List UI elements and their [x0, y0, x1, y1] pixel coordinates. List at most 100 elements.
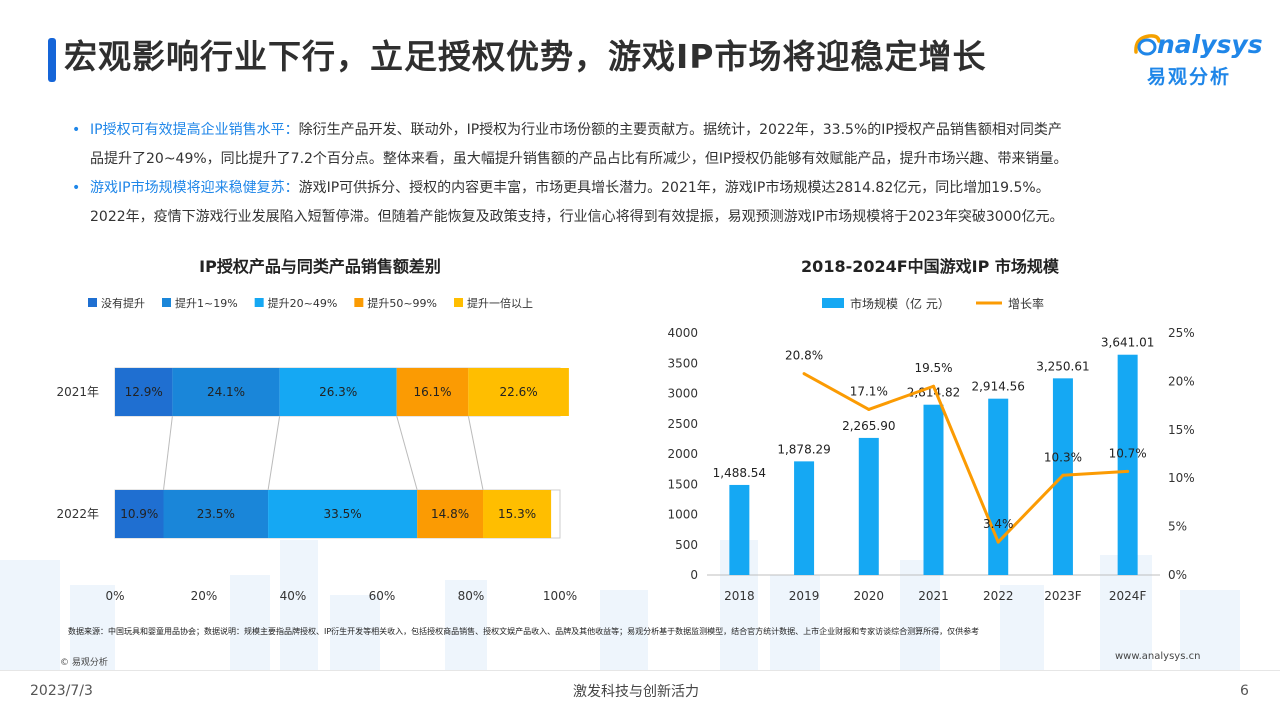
data-label: 22.6%	[500, 385, 538, 399]
y-left-tick-label: 3500	[667, 356, 698, 370]
page-title: 宏观影响行业下行，立足授权优势，游戏IP市场将迎稳定增长	[64, 37, 987, 76]
data-source-note: 数据来源：中国玩具和婴童用品协会；数据说明：规模主要指品牌授权、IP衍生开发等相…	[68, 627, 980, 636]
legend-swatch	[254, 298, 264, 307]
legend-label: 提升50~99%	[367, 297, 437, 310]
bullet-ip-licensing: • IP授权可有效提高企业销售水平：除衍生产品开发、联动外，IP授权为行业市场份…	[72, 116, 1232, 174]
bar-segment	[163, 490, 269, 538]
data-label: 33.5%	[324, 507, 362, 521]
data-label: 14.8%	[431, 507, 469, 521]
bar-value-label: 3,250.61	[1036, 359, 1089, 373]
y-right-tick-label: 25%	[1168, 326, 1195, 340]
bar	[794, 461, 815, 575]
growth-label: 20.8%	[785, 349, 823, 363]
legend-swatch	[354, 298, 364, 307]
y-left-tick-label: 4000	[667, 326, 698, 340]
bullet-dot-icon: •	[72, 122, 81, 138]
y-right-tick-label: 20%	[1168, 374, 1195, 388]
slogan: 激发科技与创新活力	[573, 684, 699, 700]
chart-title: IP授权产品与同类产品销售额差别	[199, 257, 441, 276]
bar-value-label: 2,914.56	[971, 380, 1024, 394]
bar	[858, 437, 879, 575]
bar	[923, 404, 944, 575]
connector-line	[467, 415, 484, 491]
y-left-tick-label: 3000	[667, 387, 698, 401]
bar-segment	[417, 490, 484, 538]
data-label: 15.3%	[498, 507, 536, 521]
website-link[interactable]: www.analysys.cn	[1115, 651, 1201, 662]
page-number: 6	[1240, 683, 1249, 699]
growth-line	[803, 372, 1128, 544]
legend-swatch	[454, 298, 464, 307]
legend-swatch	[162, 298, 171, 307]
bar-segment	[483, 490, 552, 538]
category-label: 2022年	[56, 507, 99, 521]
y-right-tick-label: 10%	[1168, 471, 1195, 485]
data-label: 24.1%	[207, 385, 245, 399]
category-label: 2021年	[56, 385, 99, 399]
chart-title: 2018-2024F中国游戏IP 市场规模	[801, 257, 1060, 276]
summary-bullets: • IP授权可有效提高企业销售水平：除衍生产品开发、联动外，IP授权为行业市场份…	[72, 116, 1232, 232]
bar-segment	[115, 490, 164, 538]
growth-label: 19.5%	[914, 361, 952, 375]
data-label: 12.9%	[125, 385, 163, 399]
growth-point	[802, 372, 806, 376]
title-accent-bar	[48, 38, 56, 82]
x-tick-label: 60%	[369, 589, 396, 603]
bullet-text: 品提升了20~49%，同比提升了7.2个百分点。整体来看，虽大幅提升销售额的产品…	[90, 151, 1068, 167]
legend-label: 增长率	[1008, 296, 1044, 311]
bullet-market-recovery: • 游戏IP市场规模将迎来稳健复苏：游戏IP可供拆分、授权的内容更丰富，市场更具…	[72, 174, 1232, 232]
legend-label: 没有提升	[101, 296, 145, 310]
x-tick-label: 2019	[789, 589, 820, 603]
legend-swatch	[88, 298, 97, 307]
x-tick-label: 100%	[543, 589, 577, 603]
bullet-dot-icon: •	[72, 180, 81, 196]
report-date: 2023/7/3	[30, 683, 93, 699]
growth-label: 17.1%	[850, 384, 888, 398]
data-label: 16.1%	[413, 385, 451, 399]
data-label: 10.9%	[120, 507, 158, 521]
logo-swoosh-icon	[1134, 34, 1161, 56]
x-tick-label: 80%	[458, 589, 485, 603]
y-left-tick-label: 0	[690, 568, 698, 582]
x-tick-label: 2023F	[1044, 589, 1082, 603]
footer-divider	[0, 670, 1280, 671]
analysys-logo: nalysys 易观分析	[1133, 30, 1263, 94]
bar-value-label: 3,641.01	[1101, 336, 1154, 350]
y-right-tick-label: 5%	[1168, 520, 1187, 534]
growth-point	[996, 540, 1000, 544]
legend-swatch	[822, 298, 844, 308]
bullet-highlight: IP授权可有效提高企业销售水平：	[90, 122, 299, 138]
legend-label: 提升一倍以上	[467, 296, 533, 310]
x-tick-label: 20%	[191, 589, 218, 603]
connector-line	[396, 415, 418, 491]
copyright: © 易观分析	[60, 658, 108, 668]
logo-text-cn: 易观分析	[1147, 66, 1232, 88]
bullet-text: 除衍生产品开发、联动外，IP授权为行业市场份额的主要贡献方。据统计，2022年，…	[298, 122, 1062, 138]
y-left-tick-label: 2000	[667, 447, 698, 461]
growth-label: 3.4%	[983, 517, 1014, 531]
x-tick-label: 2021	[918, 589, 949, 603]
y-left-tick-label: 500	[675, 538, 698, 552]
growth-point	[867, 407, 871, 411]
y-left-tick-label: 1500	[667, 477, 698, 491]
data-label: 26.3%	[319, 385, 357, 399]
y-right-tick-label: 15%	[1168, 423, 1195, 437]
x-tick-label: 0%	[105, 589, 124, 603]
bar	[988, 398, 1009, 575]
bar-segment	[396, 368, 469, 416]
bar-segment	[268, 490, 418, 538]
bar-value-label: 2,265.90	[842, 419, 895, 433]
bar-segment	[115, 368, 173, 416]
bullet-text: 2022年，疫情下游戏行业发展陷入短暂停滞。但随着产能恢复及政策支持，行业信心将…	[90, 209, 1064, 225]
x-tick-label: 2022	[983, 589, 1014, 603]
bullet-highlight: 游戏IP市场规模将迎来稳健复苏：	[90, 180, 299, 196]
bar-value-label: 1,488.54	[713, 466, 766, 480]
legend-label: 提升20~49%	[268, 297, 338, 310]
bar	[1117, 354, 1138, 575]
y-left-tick-label: 2500	[667, 417, 698, 431]
bar-segment	[279, 368, 397, 416]
legend-label: 提升1~19%	[175, 297, 238, 310]
y-left-tick-label: 1000	[667, 508, 698, 522]
